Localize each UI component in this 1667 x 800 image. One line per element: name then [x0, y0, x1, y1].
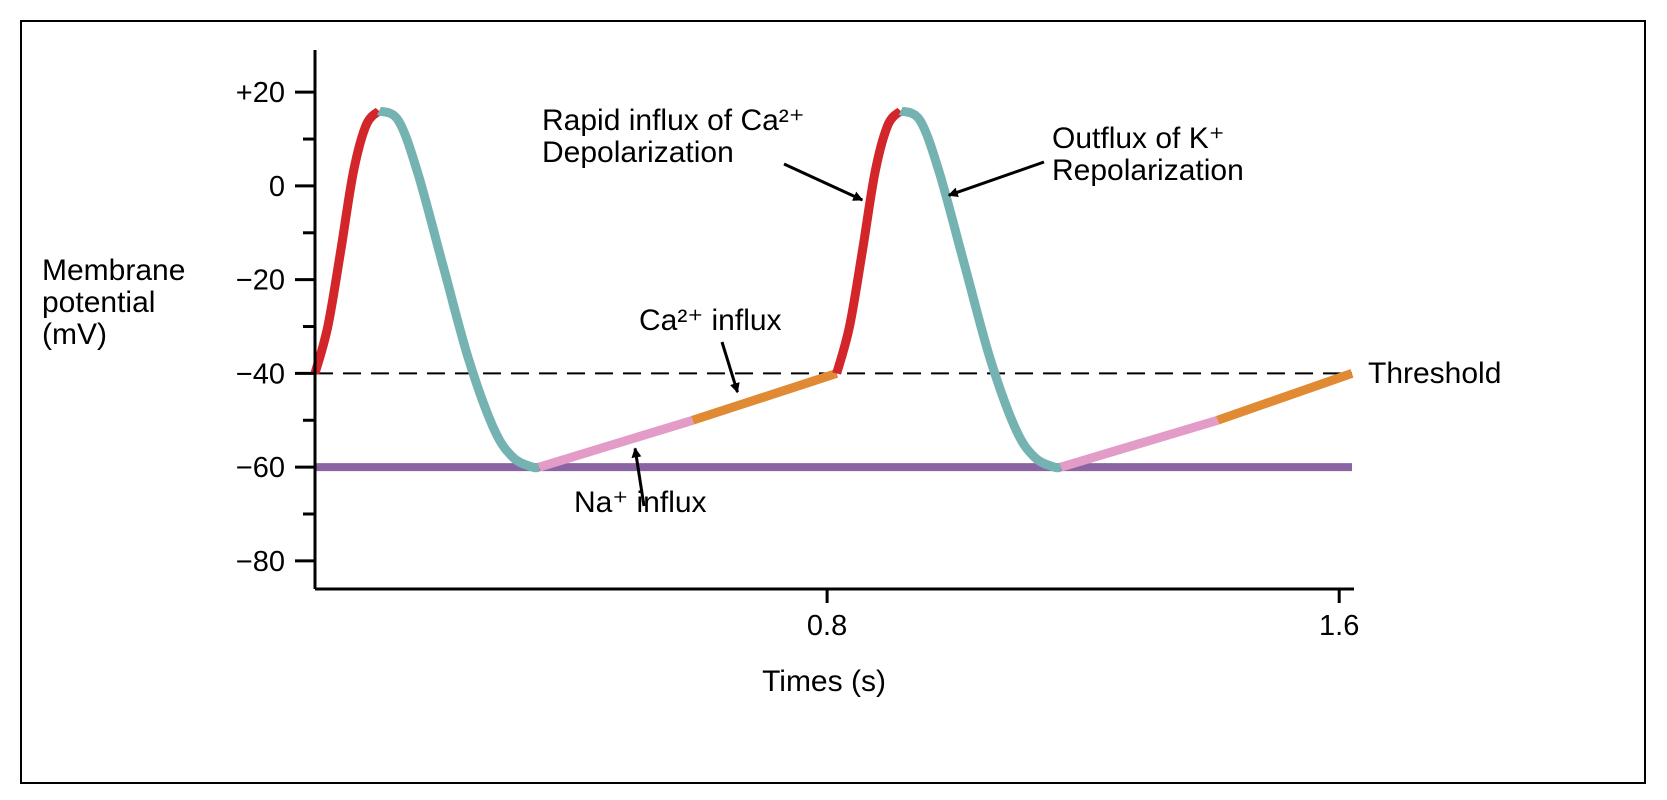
annotation-na-influx: Na⁺ influx — [574, 447, 707, 519]
annotation-outflux-k-arrow — [947, 160, 1045, 198]
annotation-ca-influx: Ca²⁺ influx — [639, 304, 782, 394]
series-depolarization — [832, 107, 905, 375]
x-tick-label: 0.8 — [807, 610, 847, 642]
series-depolarization — [310, 107, 383, 375]
y-tick-label: −40 — [236, 358, 285, 390]
annotation-outflux-k: Outflux of K⁺ Repolarization — [947, 122, 1244, 198]
annotation-rapid-influx-line-2: Depolarization — [542, 136, 734, 169]
series-ca-influx — [691, 369, 839, 425]
y-tick-label: 0 — [269, 171, 285, 203]
annotation-rapid-influx-arrow — [783, 162, 864, 202]
annotation-ca-influx-line-1: Ca²⁺ influx — [639, 304, 782, 337]
annotation-rapid-influx: Rapid influx of Ca²⁺ Depolarization — [542, 104, 864, 202]
annotation-rapid-influx-line-1: Rapid influx of Ca²⁺ — [542, 104, 805, 137]
y-axis-label: Membrane potential (mV) — [42, 254, 185, 351]
annotation-outflux-k-line-2: Repolarization — [1052, 154, 1244, 187]
y-axis-label-line-2: potential — [42, 286, 155, 319]
y-axis-label-line-1: Membrane — [42, 254, 185, 287]
annotation-na-influx-arrow — [631, 447, 646, 507]
series-na-influx — [1059, 415, 1219, 472]
y-tick-label: −20 — [236, 265, 285, 297]
series-na-influx — [537, 415, 694, 472]
series-repolarization — [377, 106, 541, 473]
annotation-outflux-k-line-1: Outflux of K⁺ — [1052, 122, 1225, 155]
y-axis-label-line-3: (mV) — [42, 318, 107, 351]
series-repolarization — [898, 106, 1062, 473]
y-tick-label: −80 — [236, 546, 285, 578]
annotation-ca-influx-arrow — [720, 341, 740, 394]
x-axis-label: Times (s) — [762, 665, 886, 698]
membrane-potential-chart: +20 0 −20 −40 −60 −80 0.8 1.6 Membrane potentia… — [42, 50, 1501, 698]
chart-frame: +20 0 −20 −40 −60 −80 0.8 1.6 Membrane potentia… — [20, 20, 1646, 784]
threshold-label: Threshold — [1368, 357, 1501, 390]
x-tick-label: 1.6 — [1319, 610, 1359, 642]
series-ca-influx — [1216, 369, 1354, 425]
y-tick-label: −60 — [236, 452, 285, 484]
y-tick-label: +20 — [236, 77, 285, 109]
